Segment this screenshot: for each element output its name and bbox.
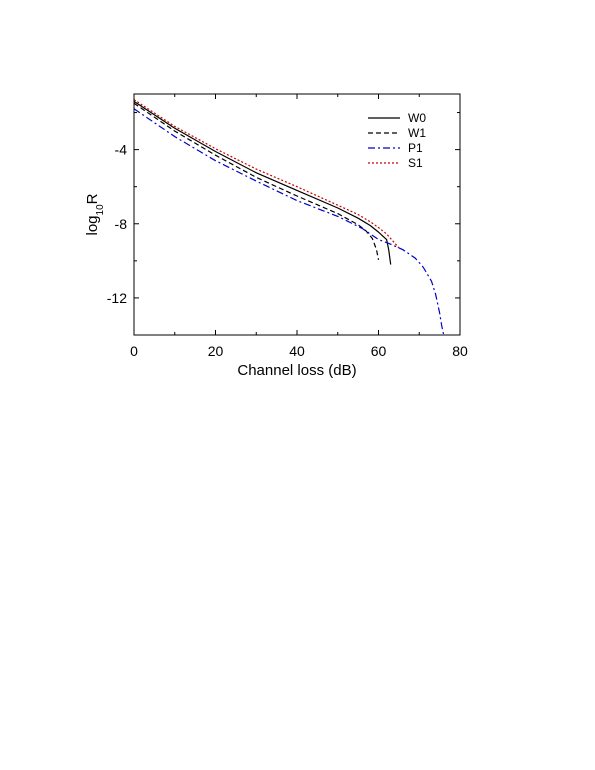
legend-label-s1: S1 — [408, 156, 423, 170]
y-tick-label: -12 — [107, 290, 127, 306]
x-tick-label: 60 — [371, 343, 387, 359]
series-line-w1 — [133, 102, 380, 261]
axis-ticks — [133, 94, 461, 336]
x-tick-label: 0 — [130, 343, 138, 359]
axis-tick-labels: 0 20 40 60 80 -4 -8 -12 — [107, 142, 468, 359]
y-axis-title-sub: 10 — [95, 204, 106, 216]
x-tick-label: 80 — [452, 343, 468, 359]
series-line-w0 — [133, 100, 392, 265]
y-axis-title: log10R — [84, 193, 106, 235]
x-tick-label: 40 — [289, 343, 305, 359]
legend-label-p1: P1 — [408, 141, 423, 155]
series-line-s1 — [133, 99, 400, 249]
y-tick-label: -8 — [115, 216, 128, 232]
y-axis-title-tail: R — [84, 193, 101, 204]
series-line-p1 — [133, 108, 445, 336]
x-axis-title: Channel loss (dB) — [237, 362, 356, 379]
legend-label-w0: W0 — [408, 111, 426, 125]
y-axis-title-base: log — [84, 215, 101, 235]
x-tick-label: 20 — [208, 343, 224, 359]
legend-label-w1: W1 — [408, 126, 426, 140]
series-lines — [133, 99, 445, 336]
y-tick-label: -4 — [115, 142, 128, 158]
